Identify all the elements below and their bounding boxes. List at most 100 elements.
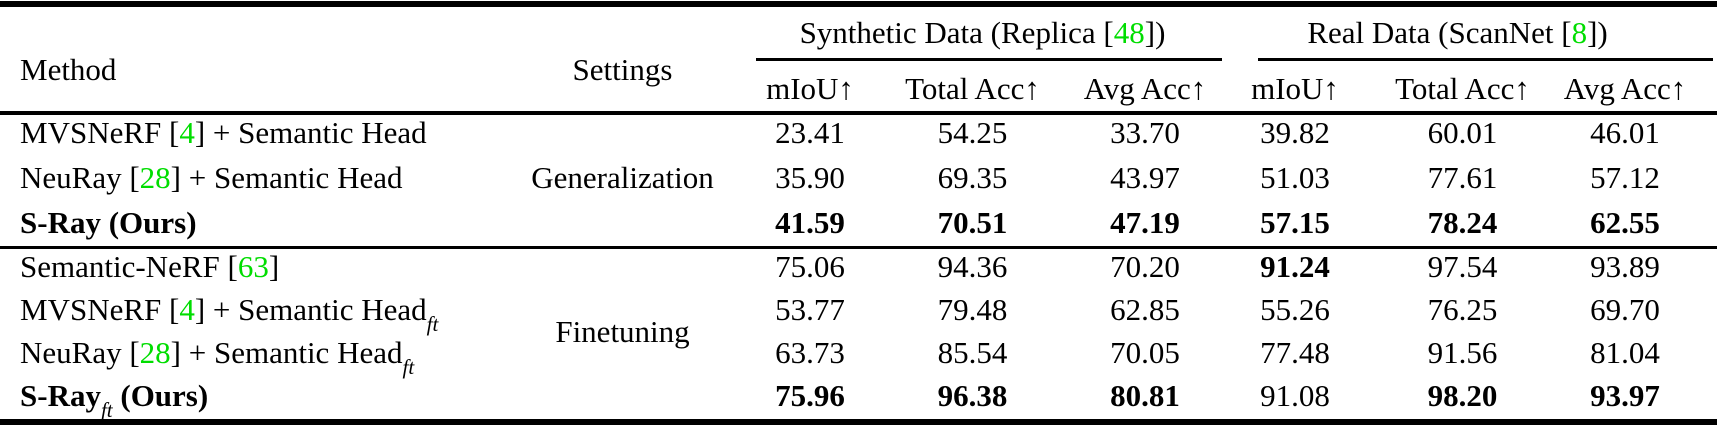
method-cell: NeuRay [28] + Semantic Headft: [0, 332, 505, 377]
metric-value-cell: 78.24: [1427, 205, 1498, 241]
citation-link[interactable]: 4: [179, 115, 195, 151]
metric-value-cell: 76.25: [1427, 292, 1498, 328]
metric-value-cell: 94.36: [937, 249, 1008, 285]
metric-value-cell: 63.73: [775, 335, 845, 371]
group-header-real-text-end: ]): [1587, 15, 1608, 51]
metric-value-cell: 97.54: [1427, 249, 1498, 285]
method-cell: MVSNeRF [4] + Semantic Headft: [0, 289, 505, 334]
metric-value-cell: 57.15: [1260, 205, 1330, 241]
metric-value-cell: 77.61: [1427, 160, 1498, 196]
method-text-end: ] + Semantic Head: [170, 335, 403, 371]
metric-value-cell: 98.20: [1427, 378, 1498, 414]
method-text: NeuRay [: [20, 335, 140, 371]
metric-value-cell: 62.85: [1110, 292, 1180, 328]
metric-value-cell: 70.20: [1110, 249, 1180, 285]
metric-value-cell: 77.48: [1260, 335, 1330, 371]
metric-value-cell: 91.08: [1260, 378, 1330, 414]
metric-value-cell: 81.04: [1590, 335, 1660, 371]
metric-value-cell: 54.25: [937, 115, 1008, 151]
block-separator-rule: [0, 246, 1717, 249]
metric-value-cell: 93.97: [1590, 378, 1660, 414]
results-table: Method Settings Synthetic Data (Replica …: [0, 7, 1690, 420]
citation-link[interactable]: 63: [237, 249, 269, 285]
metric-value-cell: 91.56: [1427, 335, 1498, 371]
method-cell: NeuRay [28] + Semantic Head: [0, 156, 505, 201]
metric-value-cell: 69.35: [937, 160, 1008, 196]
real-group-cmidrule: [1258, 58, 1713, 61]
metric-value-cell: 70.05: [1110, 335, 1180, 371]
metric-header-synthetic-total-acc: Total Acc↑: [905, 71, 1040, 107]
citation-link[interactable]: 28: [139, 160, 171, 196]
method-text-end: ] + Semantic Head: [194, 292, 427, 328]
metric-value-cell: 79.48: [937, 292, 1008, 328]
metric-header-synthetic-miou: mIoU↑: [766, 71, 854, 107]
metric-value-cell: 69.70: [1590, 292, 1660, 328]
metric-value-cell: 55.26: [1260, 292, 1330, 328]
metric-value-cell: 57.12: [1590, 160, 1660, 196]
metric-value-cell: 85.54: [937, 335, 1008, 371]
top-rule: [0, 1, 1717, 7]
table-row-sray-generalization: S-Ray (Ours) 41.59 70.51 47.19 57.15 78.…: [0, 201, 1690, 246]
settings-cell-generalization: Generalization: [531, 160, 714, 196]
bottom-rule: [0, 419, 1717, 425]
metric-header-real-miou: mIoU↑: [1251, 71, 1339, 107]
metric-value-cell: 93.89: [1590, 249, 1660, 285]
metric-value-cell: 60.01: [1427, 115, 1498, 151]
group-header-synthetic: Synthetic Data (Replica [48]): [740, 7, 1225, 60]
method-text: MVSNeRF [: [20, 292, 180, 328]
method-text: MVSNeRF [: [20, 115, 180, 151]
metric-value-cell: 96.38: [937, 378, 1008, 414]
metric-value-cell: 75.06: [775, 249, 845, 285]
method-cell: S-Ray (Ours): [0, 201, 505, 246]
method-cell: Semantic-NeRF [63]: [0, 246, 505, 289]
metric-value-cell: 80.81: [1110, 378, 1180, 414]
citation-link-48[interactable]: 48: [1113, 15, 1145, 51]
metric-value-cell: 39.82: [1260, 115, 1330, 151]
citation-link[interactable]: 28: [139, 335, 171, 371]
table-row-neuray-generalization: NeuRay [28] + Semantic Head 35.90 69.35 …: [0, 156, 1690, 201]
method-text: NeuRay [: [20, 160, 140, 196]
metric-value-cell: 53.77: [775, 292, 845, 328]
method-text: S-Ray (Ours): [20, 205, 197, 241]
group-header-synthetic-text-end: ]): [1144, 15, 1166, 51]
metric-value-cell: 51.03: [1260, 160, 1330, 196]
method-text: S-Ray: [20, 378, 101, 414]
metric-value-cell: 35.90: [775, 160, 845, 196]
group-header-real-text: Real Data (ScanNet [: [1307, 15, 1572, 51]
method-text-end: ]: [268, 249, 280, 285]
citation-link[interactable]: 4: [179, 292, 195, 328]
settings-cell-finetuning: Finetuning: [555, 313, 690, 349]
method-subscript: ft: [426, 312, 439, 337]
synthetic-group-cmidrule: [756, 58, 1222, 61]
table-row-neuray-finetuned: NeuRay [28] + Semantic Headft 63.73 85.5…: [0, 332, 1690, 377]
metric-value-cell: 43.97: [1110, 160, 1180, 196]
metric-value-cell: 47.19: [1110, 205, 1180, 241]
column-header-settings: Settings: [572, 51, 673, 87]
method-text-tail: (Ours): [112, 378, 209, 414]
method-subscript: ft: [402, 355, 415, 380]
column-header-method: Method: [20, 51, 117, 87]
group-header-synthetic-text: Synthetic Data (Replica [: [799, 15, 1114, 51]
metric-header-real-avg-acc: Avg Acc↑: [1563, 71, 1687, 107]
metric-value-cell: 46.01: [1590, 115, 1660, 151]
header-midrule: [0, 111, 1717, 115]
metric-value-cell: 62.55: [1590, 205, 1660, 241]
method-text-end: ] + Semantic Head: [170, 160, 403, 196]
metric-value-cell: 91.24: [1260, 249, 1330, 285]
table-row-semantic-nerf: Semantic-NeRF [63] Finetuning 75.06 94.3…: [0, 246, 1690, 347]
table-row-mvsnerf-generalization: MVSNeRF [4] + Semantic Head Generalizati…: [0, 111, 1690, 194]
table-row-mvsnerf-finetuned: MVSNeRF [4] + Semantic Headft 53.77 79.4…: [0, 289, 1690, 334]
method-cell: MVSNeRF [4] + Semantic Head: [0, 111, 505, 156]
metric-value-cell: 23.41: [775, 115, 845, 151]
method-text: Semantic-NeRF [: [20, 249, 238, 285]
metric-header-synthetic-avg-acc: Avg Acc↑: [1083, 71, 1207, 107]
group-header-real: Real Data (ScanNet [8]): [1225, 7, 1690, 60]
metric-value-cell: 75.96: [775, 378, 845, 414]
table-row-sray-finetuned: S-Rayft (Ours) 75.96 96.38 80.81 91.08 9…: [0, 375, 1690, 420]
method-cell: S-Rayft (Ours): [0, 375, 505, 420]
method-text-end: ] + Semantic Head: [194, 115, 427, 151]
citation-link-8[interactable]: 8: [1571, 15, 1588, 51]
metric-value-cell: 41.59: [775, 205, 845, 241]
method-subscript: ft: [100, 398, 113, 423]
